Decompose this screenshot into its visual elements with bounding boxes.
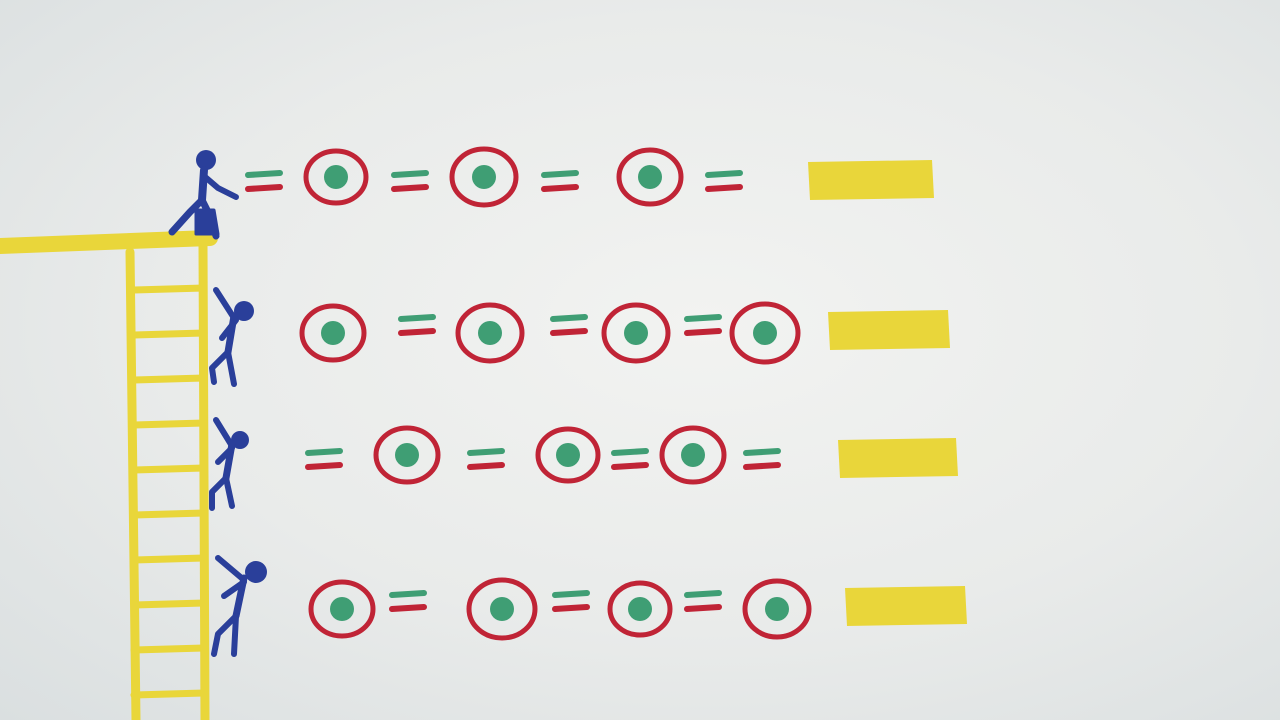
equation-row [308, 577, 967, 641]
coin-icon [299, 303, 367, 363]
coin-icon [308, 579, 376, 639]
equation-row [305, 425, 958, 485]
coin-icon [729, 301, 801, 365]
coin-icon [303, 148, 369, 206]
equals-sign-icon [705, 170, 743, 192]
coin-icon [535, 426, 601, 484]
coin-icon [455, 302, 525, 364]
coin-icon [659, 425, 727, 485]
equals-sign-icon [398, 314, 436, 336]
equals-sign-icon [684, 590, 722, 612]
coin-icon [601, 302, 671, 364]
equals-sign-icon [684, 314, 722, 336]
equals-sign-icon [245, 170, 283, 192]
equals-sign-icon [305, 448, 343, 470]
equals-sign-icon [389, 590, 427, 612]
ladder-icon [125, 240, 210, 720]
equation-row [299, 301, 950, 365]
coin-icon [449, 146, 519, 208]
yellow-bar-icon [838, 438, 958, 478]
coin-icon [616, 147, 684, 207]
yellow-bar-icon [808, 160, 934, 200]
equals-sign-icon [541, 170, 579, 192]
equals-sign-icon [552, 590, 590, 612]
standing-person-icon [168, 150, 239, 240]
platform-icon [0, 230, 218, 254]
yellow-bar-icon [845, 586, 967, 626]
equals-sign-icon [743, 448, 781, 470]
climbing-person-icon [211, 555, 267, 657]
equals-sign-icon [611, 448, 649, 470]
coin-icon [742, 578, 812, 640]
yellow-bar-icon [828, 310, 950, 350]
coin-icon [607, 580, 673, 638]
equals-sign-icon [391, 170, 429, 192]
equals-sign-icon [550, 314, 588, 336]
coin-icon [466, 577, 538, 641]
climbing-person-icon [209, 287, 254, 387]
equals-sign-icon [467, 448, 505, 470]
coin-icon [373, 425, 441, 485]
climbing-person-icon [209, 417, 249, 511]
equation-row [245, 146, 934, 208]
